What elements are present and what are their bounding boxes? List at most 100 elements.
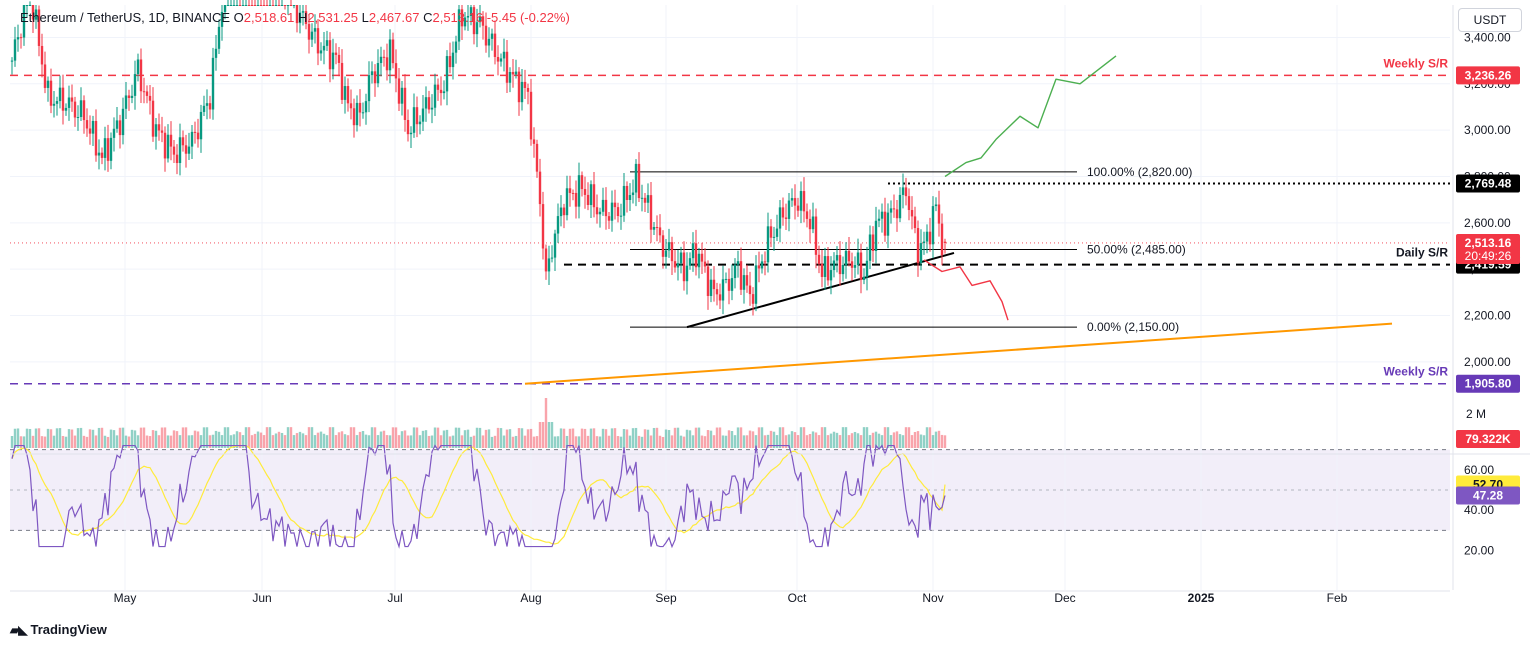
volume-bar	[919, 434, 923, 448]
volume-bar	[484, 429, 488, 448]
volume-bar	[838, 435, 842, 448]
candle-body	[313, 28, 317, 32]
candle-body	[880, 211, 884, 219]
candle-body	[817, 254, 821, 264]
volume-bar	[466, 429, 470, 448]
candle-body	[184, 145, 188, 154]
candle-body	[772, 236, 776, 238]
volume-bar	[97, 427, 101, 448]
candle-body	[418, 121, 422, 125]
volume-bar	[52, 435, 56, 448]
volume-bar	[337, 432, 341, 448]
volume-bar	[202, 427, 206, 448]
candle-body	[625, 185, 629, 200]
candle-body	[226, 5, 230, 6]
candle-body	[685, 265, 689, 282]
candle-body	[898, 194, 902, 219]
candle-body	[379, 56, 383, 64]
candle-body	[337, 54, 341, 63]
volume-bar	[169, 435, 173, 448]
volume-bar	[220, 435, 224, 448]
candle-body	[745, 275, 749, 286]
volume-bar	[610, 428, 614, 448]
candle-body	[391, 39, 395, 64]
volume-bar	[727, 430, 731, 448]
resistance-tag-bg	[1456, 174, 1520, 193]
volume-bar	[193, 430, 197, 448]
candle-body	[700, 253, 704, 262]
volume-bar	[85, 436, 89, 448]
time-axis[interactable]: May Jun Jul Aug Sep Oct Nov Dec 2025 Feb	[10, 5, 1530, 605]
volume-bar	[409, 435, 413, 448]
candle-body	[463, 17, 467, 27]
candle-body	[415, 107, 419, 125]
time-label-2025: 2025	[1188, 591, 1215, 605]
candle-body	[205, 103, 209, 106]
candle-body	[829, 270, 833, 281]
volume-bar	[391, 427, 395, 448]
candle-body	[178, 137, 182, 164]
candle-body	[511, 71, 515, 75]
volume-bar	[583, 428, 587, 448]
volume-bar	[859, 435, 863, 448]
candle-body	[202, 105, 206, 112]
candle-body	[466, 16, 470, 18]
candle-body	[133, 74, 137, 96]
volume-bar	[16, 428, 20, 448]
candle-body	[661, 235, 665, 257]
candle-body	[799, 191, 803, 211]
candle-body	[100, 152, 104, 158]
volume-bar	[505, 429, 509, 448]
candle-body	[127, 95, 131, 98]
candle-body	[340, 62, 344, 100]
candle-body	[670, 242, 674, 262]
volume-bar	[472, 435, 476, 448]
volume-bar	[796, 435, 800, 448]
volume-bar	[145, 435, 149, 448]
volume-bar	[352, 427, 356, 448]
last-price-tag: 2,513.16	[1465, 236, 1512, 250]
volume-bar	[910, 435, 914, 448]
volume-bar	[25, 428, 29, 448]
candle-body	[319, 50, 323, 54]
volume-bar	[682, 436, 686, 448]
price-tick-7: 3,400.00	[1464, 30, 1511, 44]
candle-body	[514, 71, 518, 75]
volume-bar	[412, 427, 416, 448]
candle-body	[793, 198, 797, 206]
candle-body	[757, 265, 761, 269]
candle-body	[436, 84, 440, 90]
candle-body	[382, 56, 386, 58]
volume-bar	[388, 435, 392, 448]
volume-bar	[328, 427, 332, 448]
volume-bar	[475, 427, 479, 448]
symbol-name: Ethereum / TetherUS, 1D, BINANCE	[20, 10, 231, 25]
branding[interactable]: ▰◣ TradingView	[10, 622, 107, 637]
candle-body	[556, 216, 560, 234]
candle-body	[397, 78, 401, 104]
volume-bar	[640, 436, 644, 448]
volume-bar	[214, 430, 218, 448]
candle-body	[823, 256, 827, 277]
volume-bar	[787, 434, 791, 448]
horizontal-levels	[10, 74, 1450, 385]
close-label: C	[423, 10, 433, 25]
volume-bar	[442, 430, 446, 448]
volume-bar	[58, 428, 62, 448]
candle-body	[874, 220, 878, 252]
candle-body	[442, 91, 446, 94]
candle-body	[286, 5, 290, 6]
candle-body	[634, 163, 638, 193]
candle-body	[460, 9, 464, 27]
candle-body	[808, 218, 812, 230]
close-value: 2,513.16	[432, 10, 484, 25]
candle-body	[712, 279, 716, 290]
candle-body	[826, 256, 830, 281]
currency-button[interactable]: USDT	[1458, 8, 1522, 32]
candle-body	[169, 134, 173, 147]
candle-body	[907, 196, 911, 211]
weekly-sr-upper-tag: 3,236.26	[1465, 68, 1512, 82]
volume-bar	[190, 435, 194, 448]
candle-body	[40, 45, 44, 65]
